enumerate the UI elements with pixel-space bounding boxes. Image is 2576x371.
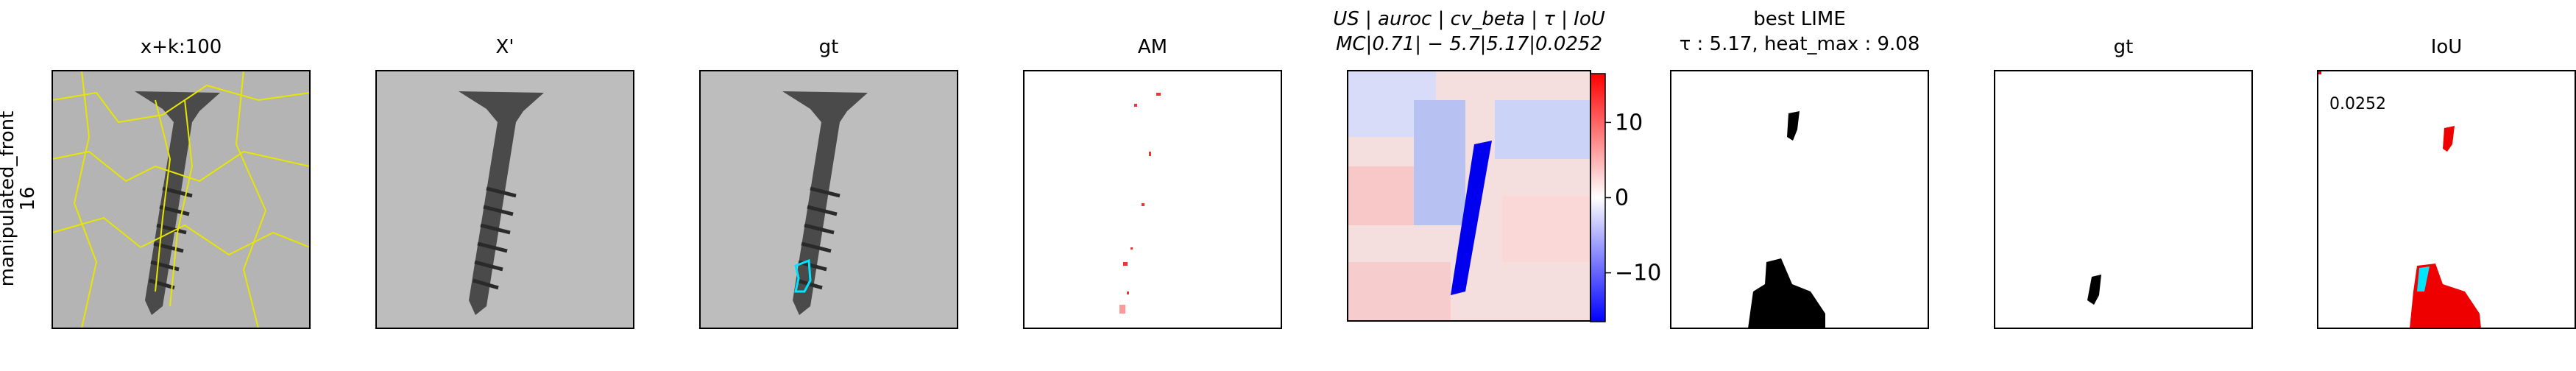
- panel: [699, 70, 958, 329]
- annotation: 0.0252: [2329, 95, 2386, 113]
- panel: [1023, 70, 1282, 329]
- colorbar-tick-label: 10: [1615, 110, 1643, 135]
- row-label: 16: [17, 186, 39, 211]
- panel-title: AM: [1138, 36, 1167, 58]
- panel: [52, 70, 311, 329]
- panel-title: x+k:100: [141, 36, 222, 58]
- panel-title: gt: [819, 36, 839, 58]
- panel-title: MC|0.71| − 5.7|5.17|0.0252: [1336, 33, 1602, 55]
- panel: [375, 70, 634, 329]
- colorbar-tick-label: −10: [1615, 261, 1661, 286]
- panel-title: X': [496, 36, 514, 58]
- row-label: manipulated_front: [0, 111, 18, 287]
- panel: [1670, 70, 1929, 329]
- panel-title: gt: [2114, 36, 2134, 58]
- colorbar: 10 0 −10: [1590, 73, 1661, 322]
- colorbar-tick-label: 0: [1615, 186, 1629, 211]
- panel: [1347, 70, 1591, 322]
- panel-title: US | auroc | cv_beta | τ | IoU: [1333, 8, 1605, 30]
- panel-title: IoU: [2431, 36, 2463, 58]
- panel-title: τ : 5.17, heat_max : 9.08: [1680, 33, 1920, 55]
- panel: 0.0252: [2317, 70, 2576, 329]
- panel: [1994, 70, 2253, 329]
- panel-title: best LIME: [1753, 8, 1846, 30]
- titles: x+k:100 X' gt AM US | auroc | cv_beta | τ | …: [141, 8, 2463, 58]
